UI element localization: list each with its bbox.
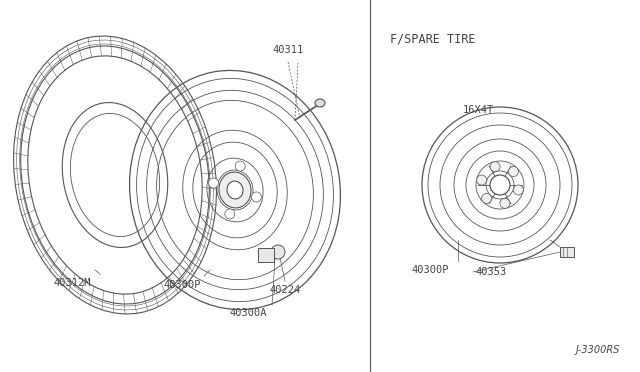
Ellipse shape bbox=[252, 192, 262, 202]
Text: 40300P: 40300P bbox=[163, 280, 201, 290]
Text: 40300P: 40300P bbox=[412, 265, 449, 275]
Text: 40224: 40224 bbox=[269, 285, 301, 295]
Ellipse shape bbox=[490, 162, 500, 171]
FancyBboxPatch shape bbox=[560, 247, 574, 257]
Text: 40300A: 40300A bbox=[229, 308, 267, 318]
Text: F/SPARE TIRE: F/SPARE TIRE bbox=[390, 32, 476, 45]
Text: 40312M: 40312M bbox=[53, 278, 91, 288]
Ellipse shape bbox=[490, 175, 510, 195]
Ellipse shape bbox=[477, 175, 486, 185]
Ellipse shape bbox=[315, 99, 325, 107]
Ellipse shape bbox=[500, 198, 510, 208]
Ellipse shape bbox=[481, 193, 492, 203]
Text: 40353: 40353 bbox=[475, 267, 506, 277]
Ellipse shape bbox=[271, 245, 285, 259]
Text: 40311: 40311 bbox=[273, 45, 303, 55]
Ellipse shape bbox=[225, 209, 235, 219]
FancyBboxPatch shape bbox=[258, 248, 274, 262]
Ellipse shape bbox=[236, 161, 245, 171]
Text: 16X4T: 16X4T bbox=[462, 105, 493, 115]
Ellipse shape bbox=[219, 172, 251, 208]
Ellipse shape bbox=[209, 178, 218, 188]
Ellipse shape bbox=[227, 181, 243, 199]
Ellipse shape bbox=[513, 185, 524, 195]
Text: J-3300RS: J-3300RS bbox=[575, 345, 620, 355]
Ellipse shape bbox=[508, 167, 518, 177]
